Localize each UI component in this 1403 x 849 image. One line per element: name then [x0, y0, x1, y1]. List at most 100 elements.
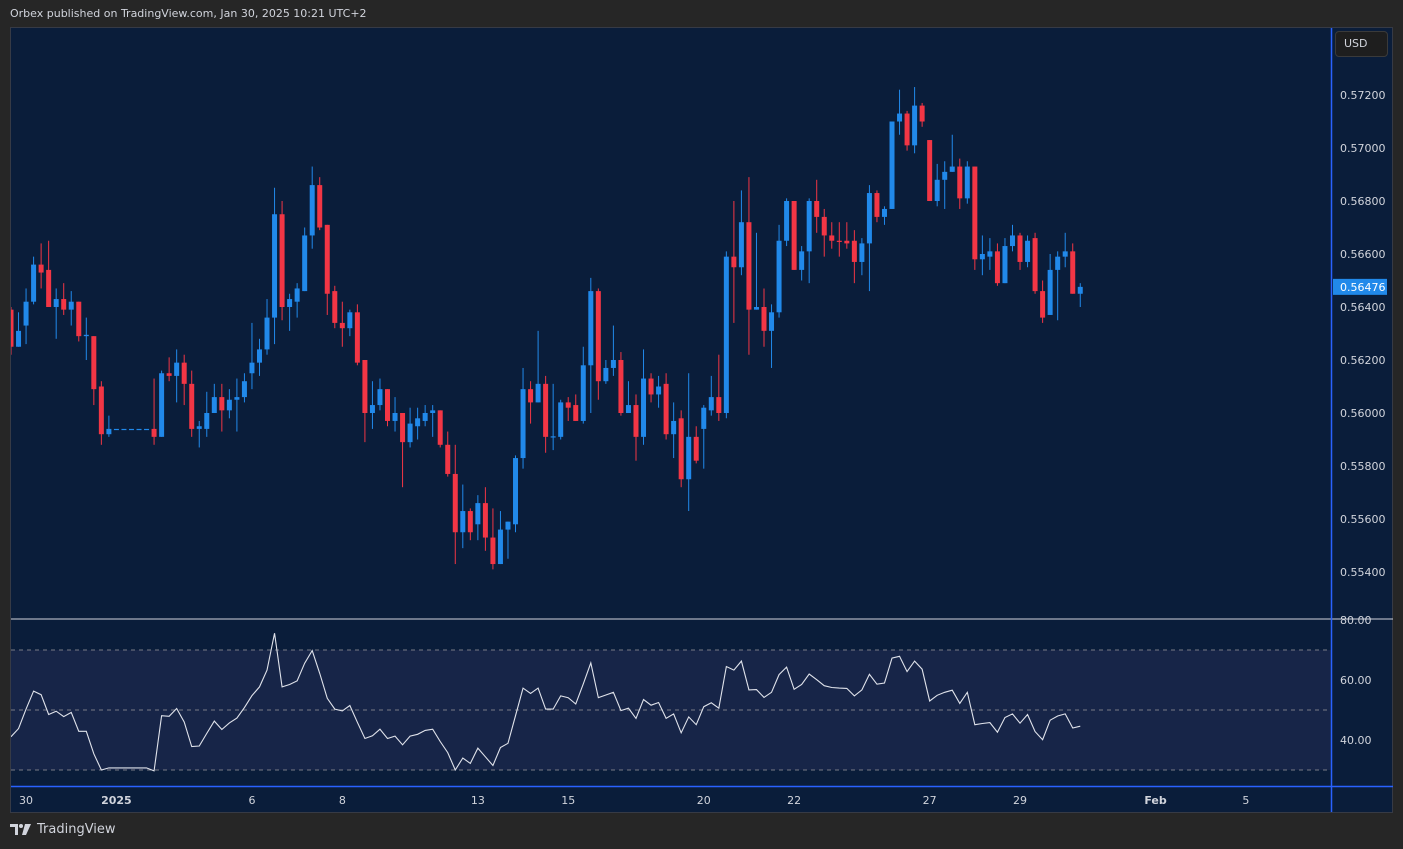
candle-body [994, 251, 1000, 284]
candle [641, 349, 647, 445]
candle-body [708, 397, 714, 411]
candle [994, 243, 1000, 286]
candle [76, 301, 82, 342]
candle-body [467, 511, 473, 533]
candle [1017, 232, 1023, 270]
time-tick-label: 22 [787, 794, 801, 807]
candle-body [151, 428, 157, 437]
price-tick-label: 0.55800 [1340, 460, 1386, 473]
candle [362, 360, 368, 443]
candle [543, 375, 549, 453]
candle [272, 187, 278, 345]
candle-body [513, 458, 519, 525]
candle-body [663, 383, 669, 435]
candle-body [324, 224, 330, 294]
candle-body [904, 113, 910, 146]
candle [791, 201, 797, 270]
candle-body [761, 307, 767, 331]
candle [31, 256, 37, 305]
candle-body [942, 171, 948, 180]
candle-body [776, 240, 782, 313]
candle-body [949, 166, 955, 172]
candle-body [226, 399, 232, 411]
price-tick-label: 0.56600 [1340, 248, 1386, 261]
candle-body [497, 529, 503, 565]
candle [415, 407, 421, 440]
candle-body [934, 179, 940, 201]
candle [889, 121, 895, 209]
candle [339, 301, 345, 347]
candle [385, 389, 390, 427]
candle [528, 381, 534, 424]
time-tick-label: 15 [561, 794, 575, 807]
candle [83, 317, 89, 360]
candle-body [482, 503, 488, 538]
candle [497, 511, 503, 565]
candle-body [964, 166, 970, 199]
candle-body [98, 386, 104, 435]
candle-body [505, 521, 511, 530]
candle-body [196, 426, 202, 429]
candle [927, 140, 933, 201]
candle [520, 367, 526, 469]
candle [144, 428, 150, 431]
candle-body [528, 389, 534, 403]
candle-body [641, 378, 647, 437]
candle [430, 405, 436, 437]
candle [219, 383, 225, 432]
candle-body [716, 397, 722, 413]
candle [987, 238, 993, 270]
candle [61, 283, 67, 315]
candle-body [249, 362, 255, 374]
price-tick-label: 0.55600 [1340, 513, 1386, 526]
time-tick-label: 29 [1013, 794, 1027, 807]
candle [972, 166, 978, 270]
candle [309, 166, 315, 249]
candle-body [791, 201, 797, 270]
rsi-band [11, 650, 1331, 770]
candle-body [1040, 291, 1046, 318]
candle-body [550, 436, 556, 438]
candle [859, 238, 865, 276]
candle-body [189, 383, 195, 429]
published-caption: Orbex published on TradingView.com, Jan … [10, 7, 367, 20]
candle-body [347, 312, 353, 329]
candle-body [23, 301, 29, 326]
candle [535, 330, 541, 403]
price-tick-label: 0.57200 [1340, 89, 1386, 102]
candle-body [753, 307, 759, 310]
candle-body [836, 240, 842, 242]
candle [716, 354, 722, 421]
candle [904, 110, 910, 151]
candle [708, 375, 714, 416]
candle-body [159, 373, 165, 437]
candle-body [851, 240, 857, 262]
candle-body [987, 251, 993, 257]
currency-button[interactable]: USD [1335, 31, 1388, 57]
candle [400, 413, 406, 488]
candle [505, 521, 511, 559]
candle [302, 227, 308, 292]
candle [332, 285, 338, 329]
candle-body [490, 537, 496, 565]
candle [106, 415, 112, 437]
candle-body [106, 428, 112, 435]
candle [1062, 232, 1068, 268]
candle-body [362, 360, 368, 413]
price-tick-label: 0.56000 [1340, 407, 1386, 420]
candle-body [919, 105, 925, 122]
time-tick-label: 5 [1242, 794, 1249, 807]
candle [174, 349, 180, 403]
candle [738, 190, 744, 276]
candle [159, 370, 165, 437]
candle [128, 428, 134, 431]
candle [588, 277, 594, 413]
candle [881, 206, 887, 225]
candle [467, 508, 473, 541]
candle-body [309, 185, 315, 236]
candle [610, 325, 616, 376]
candle-body [1032, 238, 1038, 292]
candle [181, 354, 187, 406]
